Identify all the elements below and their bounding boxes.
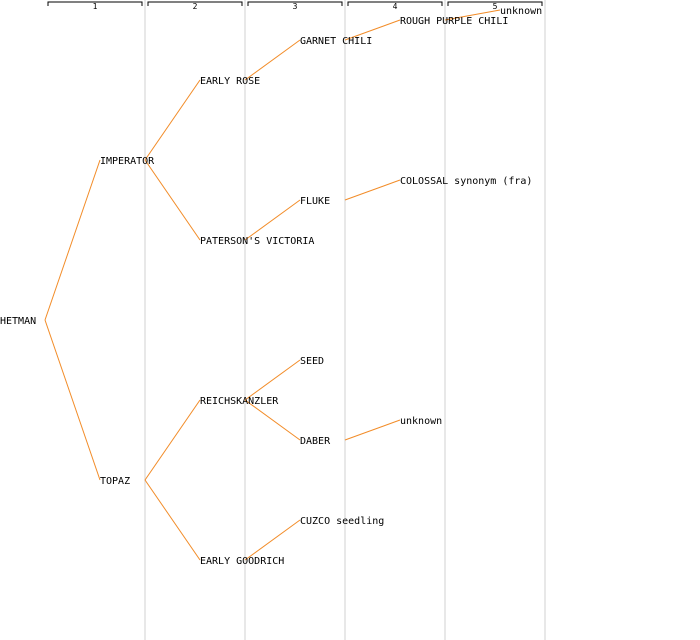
pedigree-link xyxy=(144,79,201,161)
generation-bracket xyxy=(447,1,543,6)
pedigree-link xyxy=(344,419,401,441)
variety-name: SEED xyxy=(300,356,324,367)
generation-bracket xyxy=(247,1,343,6)
pedigree-link xyxy=(244,359,301,401)
pedigree-link xyxy=(344,179,401,201)
variety-name: DABER xyxy=(300,436,331,447)
pedigree-link xyxy=(344,19,401,41)
variety-name: ROUGH PURPLE CHILI xyxy=(400,16,508,27)
pedigree-link xyxy=(44,319,101,481)
generation-bracket xyxy=(347,1,443,6)
variety-name: unknown xyxy=(500,6,542,17)
variety-name: EARLY GOODRICH xyxy=(200,556,284,567)
generation-label: 4 xyxy=(393,2,398,11)
pedigree-link xyxy=(144,399,201,481)
variety-name: IMPERATOR xyxy=(100,156,155,167)
variety-name: HETMAN xyxy=(0,316,36,327)
variety-name: TOPAZ xyxy=(100,476,130,487)
generation-bracket xyxy=(47,1,143,6)
variety-name: PATERSON'S VICTORIA xyxy=(200,236,314,247)
pedigree-link xyxy=(44,159,101,321)
variety-name: EARLY ROSE xyxy=(200,76,260,87)
generation-label: 2 xyxy=(193,2,198,11)
pedigree-link xyxy=(244,399,301,441)
pedigree-link xyxy=(244,199,301,241)
generation-bracket xyxy=(147,1,243,6)
variety-link[interactable]: FLUKE xyxy=(300,196,330,207)
variety-name: COLOSSAL synonym (fra) xyxy=(400,176,532,187)
pedigree-link xyxy=(244,519,301,561)
pedigree-link xyxy=(144,159,201,241)
pedigree-link xyxy=(244,39,301,81)
variety-name: unknown xyxy=(400,416,442,427)
pedigree-link xyxy=(144,479,201,561)
variety-name: GARNET CHILI xyxy=(300,36,372,47)
generation-label: 5 xyxy=(493,2,498,11)
pedigree-link xyxy=(444,9,501,21)
variety-name: CUZCO seedling xyxy=(300,516,384,527)
generation-label: 1 xyxy=(93,2,98,11)
variety-name: REICHSKANZLER xyxy=(200,396,279,407)
generation-label: 3 xyxy=(293,2,298,11)
